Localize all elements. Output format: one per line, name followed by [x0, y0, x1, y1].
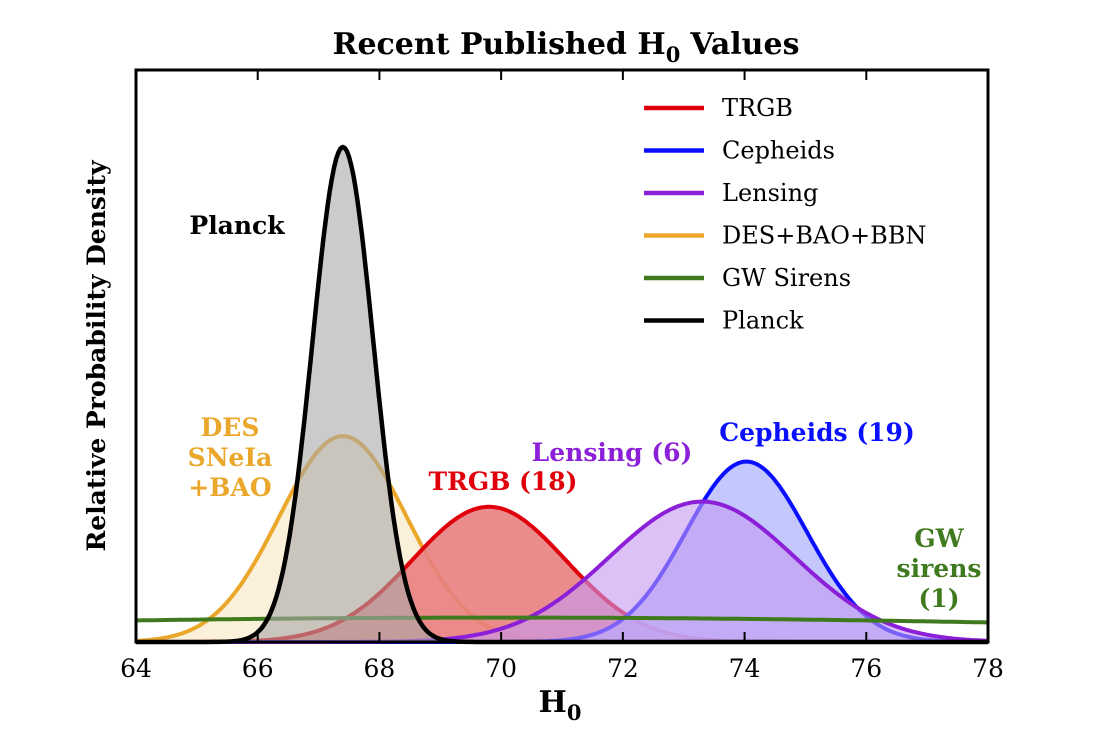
annotation-gw-line: sirens [897, 554, 982, 583]
annotation-des-line: +BAO [188, 473, 271, 502]
legend-label-cepheids: Cepheids [722, 137, 835, 165]
x-tick-label: 78 [972, 654, 1004, 683]
annotation-cepheids: Cepheids (19) [719, 418, 915, 447]
x-tick-label: 70 [485, 654, 517, 683]
legend-label-planck: Planck [722, 307, 804, 335]
legend-label-gw: GW Sirens [722, 264, 851, 292]
x-tick-label: 74 [729, 654, 761, 683]
x-tick-label: 64 [120, 654, 152, 683]
annotation-des: DES SNeIa +BAO [188, 413, 273, 502]
y-axis-label: Relative Probability Density [82, 159, 111, 552]
annotation-lensing: Lensing (6) [532, 438, 693, 467]
annotation-trgb-line: TRGB (18) [428, 467, 577, 496]
area-lensing [136, 501, 988, 642]
chart-title-main: Recent Published H [333, 27, 666, 62]
annotation-des-line: SNeIa [188, 443, 273, 472]
annotation-lensing-line: Lensing (6) [532, 438, 693, 467]
area-planck [136, 147, 988, 642]
area-trgb [136, 506, 988, 642]
annotation-cepheids-line: Cepheids (19) [719, 418, 915, 447]
x-tick-label: 68 [364, 654, 396, 683]
annotations: Planck DES SNeIa +BAO TRGB (18)Lensing (6) Ce… [188, 211, 982, 613]
legend-label-trgb: TRGB [722, 94, 793, 122]
legend-label-des: DES+BAO+BBN [722, 222, 926, 250]
annotation-trgb: TRGB (18) [428, 467, 577, 496]
x-axis-label: H0 [539, 685, 582, 725]
x-tick-label: 66 [242, 654, 274, 683]
legend: TRGB Cepheids Lensing DES+BAO+BBN GW Sirens P… [644, 94, 926, 335]
chart-title-suffix: Values [689, 27, 799, 62]
x-axis-label-main: H [539, 685, 567, 720]
x-axis-label-subscript: 0 [567, 700, 582, 725]
legend-label-lensing: Lensing [722, 179, 818, 207]
annotation-gw-line: (1) [918, 584, 959, 613]
annotation-planck: Planck [189, 211, 285, 240]
x-tick-label: 72 [607, 654, 639, 683]
plot-frame [134, 68, 990, 644]
chart-title-subscript: 0 [666, 42, 681, 67]
annotation-gw-line: GW [914, 524, 964, 553]
chart-title: Recent Published H0 Values [333, 27, 800, 67]
x-ticks: 64 66 68 70 72 74 76 78 [120, 70, 1004, 683]
annotation-gw: GW sirens (1) [897, 524, 982, 613]
annotation-planck-line: Planck [189, 211, 285, 240]
x-tick-label: 76 [850, 654, 882, 683]
annotation-des-line: DES [201, 413, 260, 442]
